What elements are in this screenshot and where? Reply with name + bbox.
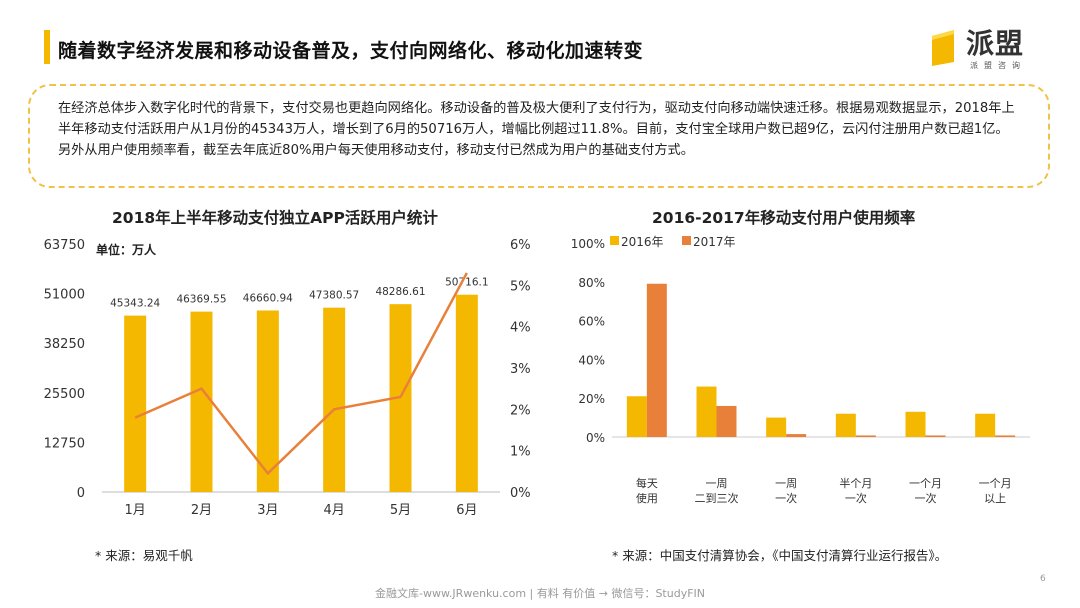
- chart1-y2-tick: 1%: [510, 445, 531, 460]
- chart1-title: 2018年上半年移动支付独立APP活跃用户统计: [112, 209, 438, 227]
- chart1-source: * 来源：易观千帆: [95, 548, 193, 563]
- chart1-x-tick: 2月: [191, 503, 212, 518]
- footer-text: 金融文库-www.JRwenku.com | 有料 有价值 → 微信号：Stud…: [374, 587, 706, 600]
- chart2-x-tick: 一个月: [979, 477, 1012, 490]
- chart2-x-tick: 半个月: [839, 476, 872, 490]
- chart2-x-tick: 一次: [845, 491, 867, 505]
- chart1-y-tick: 25500: [44, 387, 85, 402]
- chart2-bar: [855, 435, 876, 437]
- chart2-bar: [766, 417, 787, 437]
- chart1-y-tick: 63750: [44, 238, 85, 253]
- chart2-x-tick: 一次: [915, 491, 937, 505]
- chart1-bar: [323, 307, 346, 492]
- chart1-data-label: 46660.94: [243, 292, 293, 304]
- chart2-bar: [626, 396, 647, 437]
- chart2-x-tick: 二到三次: [695, 491, 739, 505]
- chart2-x-tick: 一个月: [909, 477, 942, 490]
- chart2-bar: [696, 386, 717, 437]
- page-number: 6: [1040, 574, 1046, 584]
- chart1-y-tick: 0: [77, 486, 85, 501]
- chart2-bar: [975, 413, 996, 437]
- chart1-growth-line: [134, 272, 468, 476]
- chart1-y2-tick: 4%: [510, 321, 531, 336]
- chart2-bar: [786, 434, 807, 437]
- chart1-y2-tick: 6%: [510, 238, 531, 253]
- chart2-legend-swatch: [610, 236, 619, 245]
- chart1-y2-tick: 3%: [510, 362, 531, 377]
- chart1-data-label: 45343.24: [110, 298, 160, 310]
- chart1-y2-tick: 5%: [510, 279, 531, 294]
- title-accent-bar: [44, 30, 50, 64]
- chart2-bar: [716, 405, 737, 437]
- summary-box: 在经济总体步入数字化时代的背景下，支付交易也更趋向网络化。移动设备的普及极大便利…: [28, 84, 1050, 188]
- chart2-legend-swatch: [682, 236, 691, 245]
- chart2-bar: [995, 435, 1016, 437]
- chart1-data-label: 50716.1: [445, 277, 488, 289]
- chart1-x-tick: 3月: [257, 503, 278, 518]
- chart1-x-tick: 6月: [456, 503, 477, 518]
- chart1-active-users: 0 12750 25500 38250 51000 63750 0% 1% 2% 3% 4% 5% 6%…: [44, 238, 531, 518]
- chart1-bar: [455, 294, 478, 492]
- slide-title: 随着数字经济发展和移动设备普及，支付向网络化、移动化加速转变: [58, 40, 644, 62]
- chart2-y-tick: 60%: [578, 315, 605, 329]
- logo-text: 派盟: [966, 27, 1025, 60]
- chart1-unit-label: 单位：万人: [96, 242, 157, 257]
- chart1-x-tick: 1月: [125, 503, 146, 518]
- chart2-x-tick: 使用: [636, 492, 658, 505]
- chart2-y-tick: 100%: [571, 237, 605, 251]
- chart1-y2-tick: 2%: [510, 403, 531, 418]
- chart1-data-label: 46369.55: [176, 294, 226, 306]
- chart2-y-tick: 20%: [578, 392, 605, 406]
- logo-subtext: 派盟咨询: [970, 61, 1026, 70]
- chart2-legend-label: 2016年: [621, 235, 664, 249]
- chart2-bar: [925, 435, 946, 437]
- chart1-x-tick: 5月: [390, 503, 411, 518]
- chart2-y-tick: 40%: [578, 353, 605, 367]
- summary-text: 在经济总体步入数字化时代的背景下，支付交易也更趋向网络化。移动设备的普及极大便利…: [58, 101, 1015, 158]
- chart2-bar: [646, 283, 667, 437]
- chart1-data-label: 48286.61: [375, 286, 425, 298]
- chart2-bar: [835, 413, 856, 437]
- chart2-title: 2016-2017年移动支付用户使用频率: [652, 209, 916, 227]
- chart2-usage-frequency: 0%20%40%60%80%100% 2016年 2017年每天使用一周二到三次一周…: [571, 235, 1030, 505]
- chart1-y-tick: 38250: [44, 337, 85, 352]
- chart1-bar: [124, 315, 147, 492]
- chart1-y-tick: 12750: [44, 436, 85, 451]
- chart2-x-tick: 每天: [636, 476, 658, 490]
- chart1-y2-tick: 0%: [510, 486, 531, 501]
- chart2-x-tick: 一周: [775, 477, 797, 490]
- chart2-y-tick: 80%: [578, 276, 605, 290]
- chart1-x-tick: 4月: [324, 503, 345, 518]
- chart1-y-tick: 51000: [44, 288, 85, 303]
- chart1-bar: [256, 310, 279, 492]
- chart2-source: * 来源：中国支付清算协会，《中国支付清算行业运行报告》。: [612, 548, 948, 563]
- chart2-y-tick: 0%: [586, 431, 605, 445]
- chart2-x-tick: 一周: [706, 477, 728, 490]
- chart2-x-tick: 以上: [984, 492, 1006, 505]
- logo-mark-icon: [932, 30, 954, 66]
- chart2-bar: [905, 411, 926, 437]
- chart2-x-tick: 一次: [775, 491, 797, 505]
- chart1-bar: [190, 311, 213, 492]
- chart2-legend-label: 2017年: [693, 235, 736, 249]
- chart1-data-label: 47380.57: [309, 290, 359, 302]
- brand-logo: 派盟 派盟咨询: [928, 22, 1048, 74]
